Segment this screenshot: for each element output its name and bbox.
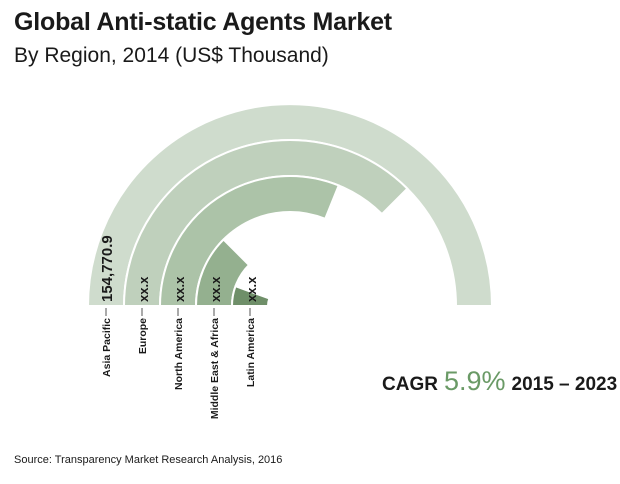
cagr-callout: CAGR 5.9% 2015 – 2023	[382, 366, 617, 397]
category-label: Asia Pacific	[101, 318, 113, 377]
value-label: 154,770.9	[99, 235, 116, 302]
cagr-value: 5.9%	[443, 366, 506, 396]
cagr-period: 2015 – 2023	[511, 374, 618, 395]
chart-title: Global Anti-static Agents Market	[14, 8, 392, 36]
source-note: Source: Transparency Market Research Ana…	[14, 454, 283, 466]
cagr-label: CAGR	[382, 374, 438, 395]
category-label: North America	[173, 318, 185, 390]
value-label: xx.x	[136, 276, 151, 302]
category-label: Latin America	[245, 318, 257, 387]
value-label: xx.x	[172, 276, 187, 302]
value-label: xx.x	[244, 276, 259, 302]
category-label: Europe	[137, 318, 149, 354]
value-label: xx.x	[208, 276, 223, 302]
category-label: Middle East & Africa	[209, 318, 221, 419]
radial-bar-latin-america	[230, 284, 271, 307]
chart-subtitle: By Region, 2014 (US$ Thousand)	[14, 44, 329, 67]
